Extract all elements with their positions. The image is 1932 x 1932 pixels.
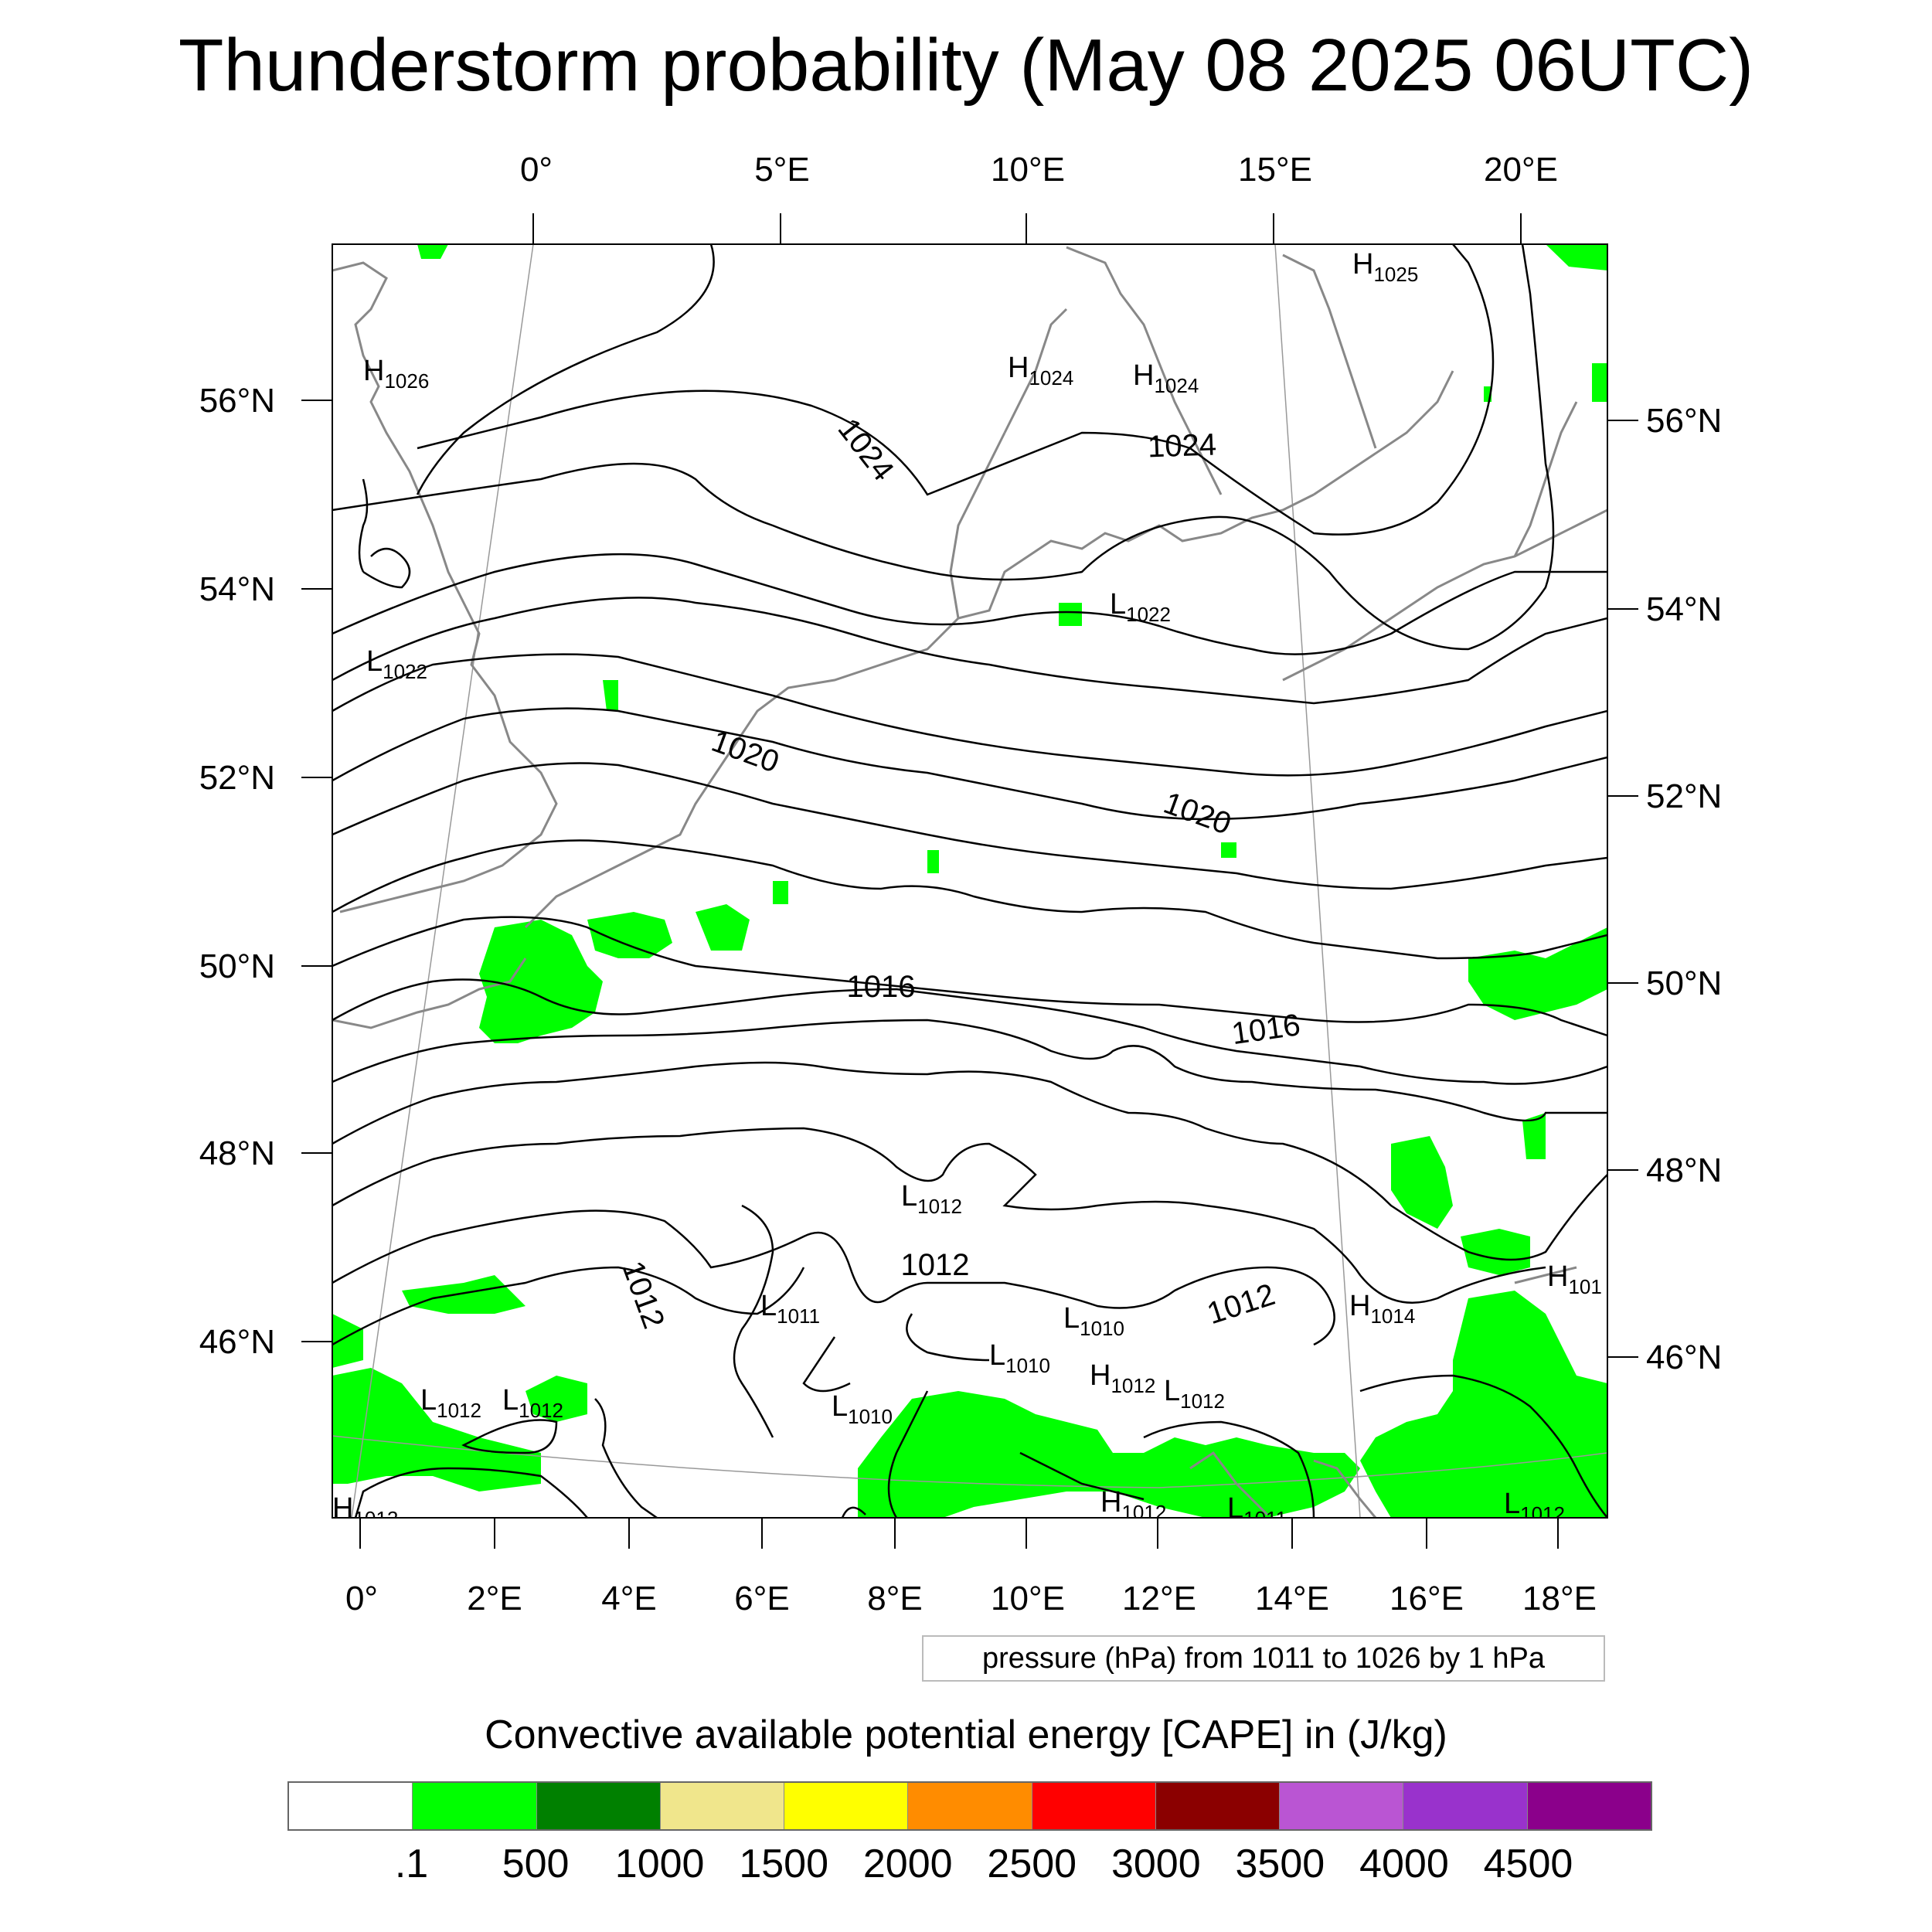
- colorbar-label-0: .1: [394, 1842, 429, 1886]
- colorbar-swatch-6: [1032, 1783, 1156, 1829]
- bottom-lon-label-0: 0°: [345, 1580, 379, 1617]
- left-lat-label-4: 48°N: [199, 1134, 275, 1172]
- left-lat-label-1: 54°N: [199, 570, 275, 608]
- low-pressure-label: L1010: [1063, 1302, 1124, 1340]
- isobar-layer: [332, 244, 1607, 1518]
- right-lat-label-0: 56°N: [1646, 402, 1723, 440]
- low-pressure-label: L1022: [366, 645, 427, 683]
- isobar-label-5: 1016: [1230, 1008, 1302, 1051]
- isobar-label-1: 1024: [1147, 427, 1216, 464]
- low-pressure-label: L1010: [989, 1339, 1050, 1377]
- isobar-label-2: 1020: [707, 724, 784, 780]
- left-lat-label-3: 50°N: [199, 947, 275, 985]
- bottom-lon-label-1: 2°E: [467, 1580, 522, 1617]
- low-pressure-label: L1011: [760, 1290, 820, 1328]
- low-pressure-label: L1012: [502, 1384, 563, 1422]
- isobar-label-4: 1016: [847, 970, 916, 1004]
- right-lat-label-2: 52°N: [1646, 777, 1723, 815]
- colorbar-label-3: 1500: [739, 1842, 829, 1886]
- bottom-lon-label-8: 16°E: [1389, 1580, 1464, 1617]
- top-lon-label-1: 5°E: [754, 151, 810, 189]
- isobar-label-7: 1012: [615, 1257, 671, 1333]
- top-lon-label-4: 20°E: [1484, 151, 1558, 189]
- cape-fill-layer: [332, 244, 1607, 1518]
- high-pressure-label: H1012: [332, 1492, 398, 1530]
- coastline-layer: [332, 246, 1607, 1518]
- colorbar-swatch-5: [908, 1783, 1032, 1829]
- map-frame: [332, 243, 1608, 1519]
- bottom-lon-label-5: 10°E: [991, 1580, 1065, 1617]
- colorbar-label-4: 2000: [862, 1842, 953, 1886]
- bottom-ticks: [359, 1518, 1559, 1549]
- top-lon-label-2: 10°E: [991, 151, 1065, 189]
- low-pressure-label: L1012: [901, 1180, 962, 1218]
- low-pressure-label: L1011: [1227, 1492, 1287, 1530]
- isobar-label-3: 1020: [1159, 786, 1236, 842]
- colorbar-label-5: 2500: [987, 1842, 1077, 1886]
- colorbar-label-8: 4000: [1359, 1842, 1449, 1886]
- top-lon-label-3: 15°E: [1238, 151, 1312, 189]
- contour-info-box: pressure (hPa) from 1011 to 1026 by 1 hP…: [922, 1635, 1605, 1682]
- colorbar-label-6: 3000: [1111, 1842, 1201, 1886]
- high-pressure-label: H1024: [1008, 352, 1073, 389]
- colorbar-label-2: 1000: [614, 1842, 705, 1886]
- bottom-lon-label-3: 6°E: [734, 1580, 790, 1617]
- colorbar-swatch-1: [413, 1783, 537, 1829]
- right-ticks: [1607, 420, 1638, 1358]
- graticule-lines: [332, 244, 1607, 1518]
- right-lat-label-1: 54°N: [1646, 590, 1723, 628]
- colorbar-label-7: 3500: [1235, 1842, 1325, 1886]
- high-pressure-label: H1026: [363, 355, 429, 393]
- isobar-label-6: 1012: [901, 1248, 970, 1282]
- top-lon-label-0: 0°: [519, 151, 553, 189]
- bottom-lon-label-2: 4°E: [601, 1580, 657, 1617]
- colorbar-title: Convective available potential energy [C…: [485, 1713, 1447, 1757]
- pressure-center-labels: H1026 H1025 H1024 H1024 L1022 L1022 L1012 L1011…: [332, 248, 1602, 1530]
- colorbar-label-1: 500: [502, 1842, 570, 1886]
- left-lat-label-2: 52°N: [199, 759, 275, 797]
- low-pressure-label: L1012: [420, 1384, 481, 1422]
- colorbar-swatch-7: [1155, 1783, 1281, 1829]
- colorbar-swatch-4: [784, 1783, 909, 1829]
- low-pressure-label: L1012: [1164, 1375, 1225, 1413]
- colorbar-swatch-8: [1280, 1783, 1404, 1829]
- colorbar-swatch-9: [1403, 1783, 1528, 1829]
- bottom-lon-label-9: 18°E: [1522, 1580, 1597, 1617]
- colorbar: [287, 1781, 1652, 1831]
- left-ticks: [301, 400, 332, 1342]
- high-pressure-label: H1012: [1100, 1486, 1166, 1524]
- top-ticks: [532, 213, 1522, 244]
- right-lat-label-4: 48°N: [1646, 1151, 1723, 1189]
- high-pressure-label: H101: [1547, 1260, 1602, 1298]
- colorbar-swatch-0: [289, 1783, 413, 1829]
- colorbar-label-9: 4500: [1483, 1842, 1573, 1886]
- high-pressure-label: H1014: [1349, 1290, 1415, 1328]
- colorbar-swatch-10: [1527, 1783, 1651, 1829]
- low-pressure-label: L1012: [1504, 1488, 1565, 1526]
- high-pressure-label: H1024: [1133, 359, 1199, 397]
- bottom-lon-label-7: 14°E: [1255, 1580, 1329, 1617]
- colorbar-swatch-3: [660, 1783, 785, 1829]
- colorbar-swatch-2: [536, 1783, 661, 1829]
- bottom-lon-label-6: 12°E: [1122, 1580, 1196, 1617]
- low-pressure-label: L1022: [1110, 588, 1171, 626]
- left-lat-label-0: 56°N: [199, 382, 275, 420]
- map-title: Thunderstorm probability (May 08 2025 06…: [178, 24, 1754, 107]
- high-pressure-label: H1025: [1352, 248, 1418, 286]
- isobar-label-8: 1012: [1203, 1277, 1279, 1331]
- high-pressure-label: H1012: [1090, 1359, 1155, 1397]
- low-pressure-label: L1010: [832, 1390, 893, 1428]
- right-lat-label-3: 50°N: [1646, 964, 1723, 1002]
- right-lat-label-5: 46°N: [1646, 1338, 1723, 1376]
- left-lat-label-5: 46°N: [199, 1323, 275, 1361]
- bottom-lon-label-4: 8°E: [867, 1580, 923, 1617]
